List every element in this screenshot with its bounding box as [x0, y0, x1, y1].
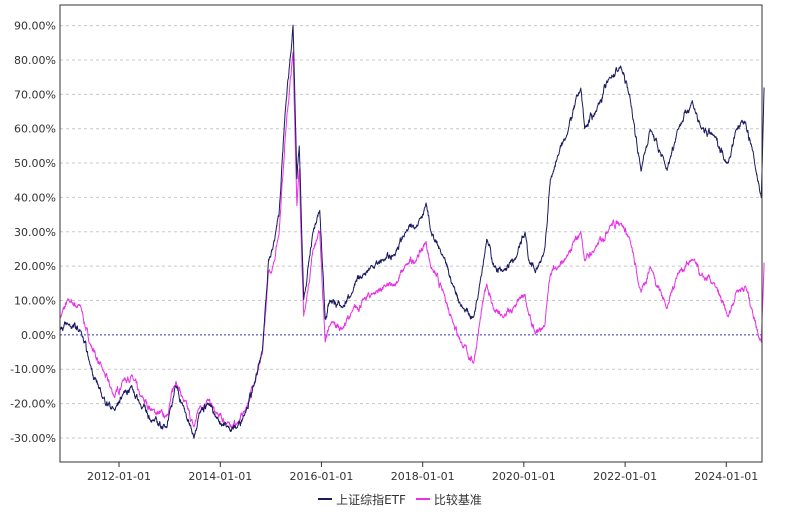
- y-tick-label: 40.00%: [14, 191, 56, 204]
- x-tick-label: 2024-01-01: [694, 470, 758, 483]
- x-axis: 2012-01-01 2014-01-01 2016-01-01 2018-01-01…: [87, 462, 758, 483]
- legend-item-etf[interactable]: 上证综指ETF: [318, 491, 406, 508]
- x-tick-label: 2012-01-01: [87, 470, 151, 483]
- y-axis: -30.00% -20.00% -10.00% 0.00% 10.00% 20.00% 30…: [10, 20, 56, 445]
- y-tick-label: 50.00%: [14, 157, 56, 170]
- y-tick-label: 70.00%: [14, 88, 56, 101]
- series-line-etf: [59, 24, 765, 439]
- x-tick-label: 2016-01-01: [289, 470, 353, 483]
- y-tick-label: -20.00%: [10, 398, 56, 411]
- legend-label-etf: 上证综指ETF: [336, 492, 406, 507]
- series-lines: [59, 24, 765, 439]
- y-tick-label: 0.00%: [21, 329, 56, 342]
- y-tick-label: 10.00%: [14, 295, 56, 308]
- y-tick-label: -30.00%: [10, 432, 56, 445]
- x-tick-label: 2014-01-01: [188, 470, 252, 483]
- plot-frame: [59, 4, 763, 463]
- grid-lines: [60, 25, 762, 439]
- legend: 上证综指ETF 比较基准: [0, 489, 800, 509]
- y-tick-label: 80.00%: [14, 54, 56, 67]
- x-tick-label: 2022-01-01: [593, 470, 657, 483]
- line-chart: -30.00% -20.00% -10.00% 0.00% 10.00% 20.00% 30…: [10, 4, 765, 483]
- y-tick-label: 60.00%: [14, 123, 56, 136]
- y-tick-label: -10.00%: [10, 363, 56, 376]
- y-tick-label: 90.00%: [14, 20, 56, 33]
- legend-swatch-benchmark: [415, 498, 430, 500]
- legend-label-benchmark: 比较基准: [433, 492, 482, 507]
- x-tick-label: 2020-01-01: [492, 470, 556, 483]
- x-tick-label: 2018-01-01: [391, 470, 455, 483]
- y-tick-label: 30.00%: [14, 226, 56, 239]
- series-line-benchmark: [59, 51, 765, 430]
- legend-item-benchmark[interactable]: 比较基准: [415, 491, 482, 508]
- legend-swatch-etf: [318, 498, 333, 500]
- y-tick-label: 20.00%: [14, 260, 56, 273]
